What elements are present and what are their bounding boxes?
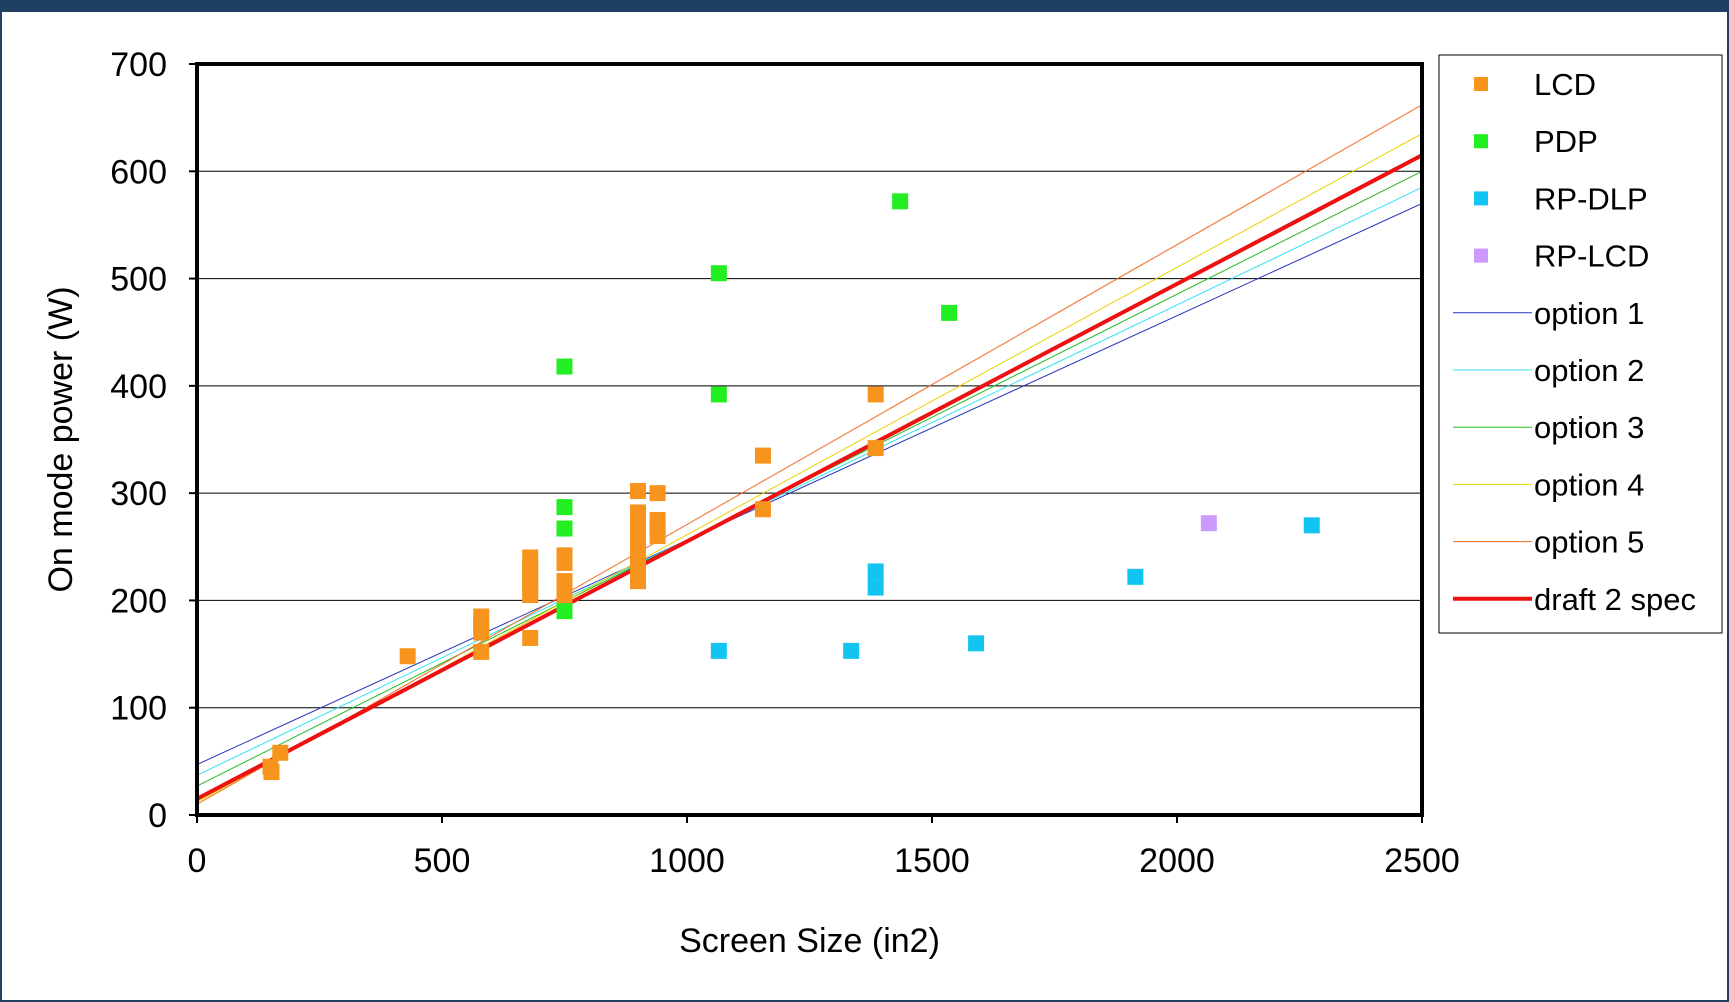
y-tick-label: 500 <box>110 261 167 299</box>
point-LCD <box>754 501 771 518</box>
legend-item: option 4 <box>1453 467 1644 502</box>
fit-line-option-1 <box>197 203 1422 766</box>
chart-panel: 0 500 1000 1500 2000 2500 0 100 200 300 400 500 600… <box>2 12 1727 1000</box>
legend-item: PDP <box>1474 124 1598 159</box>
legend-marker <box>1474 134 1488 149</box>
point-LCD <box>754 447 771 464</box>
point-RP-DLP <box>968 635 985 652</box>
point-PDP <box>556 603 573 620</box>
legend-marker <box>1474 191 1488 206</box>
point-LCD <box>399 648 416 665</box>
point-LCD <box>867 386 884 403</box>
legend-label: RP-DLP <box>1534 181 1648 216</box>
gridlines <box>197 170 1422 709</box>
point-LCD <box>263 764 280 781</box>
point-PDP <box>556 520 573 537</box>
legend-item: option 3 <box>1453 410 1644 445</box>
legend-item: draft 2 spec <box>1453 582 1696 617</box>
fit-line-draft-2-spec <box>197 153 1422 801</box>
point-LCD <box>473 624 490 641</box>
fit-line-option-2 <box>197 186 1422 776</box>
point-LCD <box>630 482 646 499</box>
y-tick-label: 300 <box>110 475 167 513</box>
y-tick-label: 200 <box>110 582 167 620</box>
point-RP-DLP <box>843 642 860 659</box>
point-LCD <box>556 554 573 571</box>
y-tick-label: 0 <box>148 797 167 835</box>
legend-label: LCD <box>1534 67 1596 102</box>
point-LCD <box>649 485 666 502</box>
point-LCD <box>630 504 646 521</box>
point-LCD <box>649 528 666 545</box>
legend-marker <box>1474 77 1488 91</box>
point-RP-DLP <box>1127 568 1144 585</box>
fit-lines <box>197 104 1422 805</box>
x-tick-label: 500 <box>414 842 471 880</box>
x-tick-label: 0 <box>188 842 207 880</box>
point-PDP <box>710 265 727 282</box>
point-RP-DLP <box>867 563 884 580</box>
data-points <box>262 193 1320 781</box>
legend-item: option 5 <box>1453 525 1644 560</box>
point-PDP <box>556 499 573 516</box>
legend-item: LCD <box>1474 67 1596 102</box>
point-RP-DLP <box>867 579 884 596</box>
y-tick-label: 600 <box>110 153 167 191</box>
legend-label: draft 2 spec <box>1534 582 1696 617</box>
point-LCD <box>522 629 539 646</box>
point-LCD <box>630 573 646 590</box>
x-tick-label: 2000 <box>1139 842 1215 880</box>
legend-label: option 5 <box>1534 525 1644 560</box>
x-tick-label: 2500 <box>1384 842 1460 880</box>
legend-item: RP-DLP <box>1474 181 1648 216</box>
point-RP-LCD <box>1200 515 1217 532</box>
point-RP-DLP <box>710 642 727 659</box>
point-PDP <box>710 386 727 403</box>
y-axis-label: On mode power (W) <box>42 286 80 592</box>
legend-item: option 2 <box>1453 353 1644 388</box>
legend-item: RP-LCD <box>1474 239 1649 274</box>
legend-label: option 3 <box>1534 410 1644 445</box>
point-RP-DLP <box>1303 517 1320 534</box>
legend: LCD PDP RP-DLP RP-LCD option 1 option 2 option… <box>1438 54 1723 634</box>
y-tick-label: 700 <box>110 46 167 84</box>
y-tick-label: 400 <box>110 368 167 406</box>
point-LCD <box>522 587 539 604</box>
y-tick-label: 100 <box>110 690 167 728</box>
plot-area-border <box>195 62 1424 817</box>
x-tick-label: 1500 <box>894 842 970 880</box>
point-LCD <box>867 440 884 457</box>
legend-label: option 4 <box>1534 467 1644 502</box>
legend-box <box>1438 54 1723 634</box>
point-PDP <box>941 304 958 321</box>
x-axis-label: Screen Size (in2) <box>679 922 940 960</box>
legend-item: option 1 <box>1453 296 1644 331</box>
y-axis-ticks: 0 100 200 300 400 500 600 700 <box>110 46 197 835</box>
legend-items: LCD PDP RP-DLP RP-LCD option 1 option 2 option… <box>1453 67 1696 617</box>
legend-label: PDP <box>1534 124 1598 159</box>
legend-label: option 1 <box>1534 296 1644 331</box>
legend-marker <box>1474 248 1488 263</box>
x-tick-label: 1000 <box>649 842 725 880</box>
point-PDP <box>556 358 573 375</box>
fit-line-option-5 <box>197 104 1422 805</box>
point-PDP <box>892 193 909 210</box>
x-axis-ticks: 0 500 1000 1500 2000 2500 <box>188 815 1460 880</box>
legend-label: RP-LCD <box>1534 239 1649 274</box>
legend-label: option 2 <box>1534 353 1644 388</box>
scatter-chart: 0 500 1000 1500 2000 2500 0 100 200 300 400 500 600… <box>42 46 1723 960</box>
point-LCD <box>272 744 289 761</box>
point-LCD <box>556 590 573 607</box>
point-LCD <box>473 643 490 660</box>
